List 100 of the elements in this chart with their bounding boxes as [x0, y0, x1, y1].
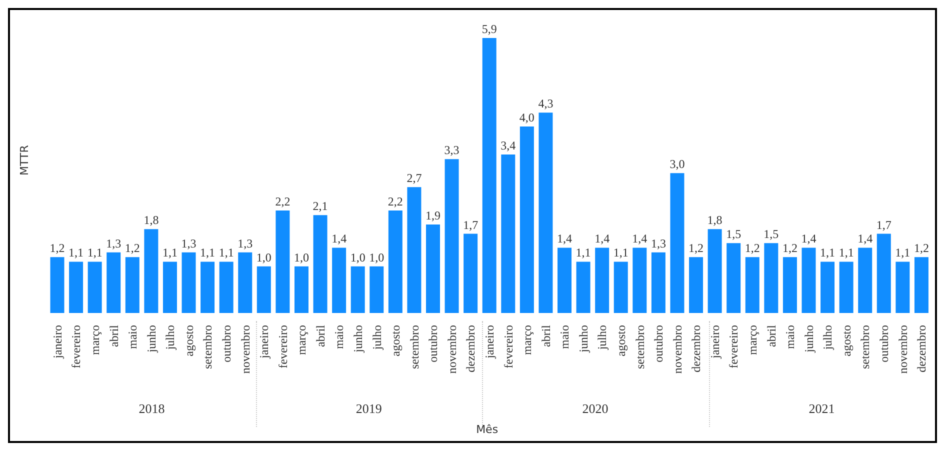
x-tick-label: fevereiro: [501, 325, 516, 368]
bar: [256, 266, 271, 313]
bar: [632, 248, 647, 313]
bar: [501, 154, 516, 313]
data-label: 1,1: [576, 246, 591, 260]
bar: [708, 229, 722, 313]
bar: [332, 248, 346, 313]
data-label: 3,0: [670, 157, 685, 172]
bar: [558, 248, 572, 313]
data-label: 3,3: [444, 143, 460, 158]
bar: [764, 243, 778, 313]
data-label: 2,2: [275, 194, 290, 208]
bar: [182, 252, 196, 313]
x-tick-label: março: [746, 325, 760, 355]
x-tick-label: julho: [370, 325, 384, 351]
bar: [726, 243, 741, 313]
text: 2018: [138, 401, 166, 417]
data-label: 2,2: [388, 194, 403, 208]
x-tick-label: abril: [764, 324, 778, 347]
x-tick-label: outubro: [652, 325, 666, 362]
x-tick-label: dezembro: [464, 325, 478, 372]
data-label: 1,0: [256, 250, 272, 264]
bar: [50, 257, 64, 313]
data-label: 1,2: [744, 241, 760, 256]
data-label: 1,8: [144, 213, 159, 228]
data-label: 1,4: [858, 232, 873, 246]
x-tick-label: janeiro: [482, 325, 496, 360]
data-label: 1,7: [463, 218, 478, 232]
data-label: 5,9: [482, 22, 497, 36]
x-tick-label: outubro: [877, 325, 892, 362]
bar: [914, 257, 928, 313]
x-tick-label: setembro: [858, 325, 872, 369]
bar: [313, 215, 328, 313]
text: 2019: [354, 401, 383, 417]
bar: [876, 234, 891, 313]
x-tick-label: janeiro: [708, 325, 722, 360]
data-label: 1,1: [162, 246, 178, 260]
data-label: 1,2: [124, 241, 140, 256]
data-label: 1,1: [838, 246, 854, 260]
bar: [125, 257, 140, 313]
data-label: 1,2: [688, 241, 704, 256]
bar: [482, 38, 496, 313]
data-label: 1,4: [632, 232, 648, 246]
data-label: 1,2: [914, 241, 929, 256]
bar: [294, 266, 308, 313]
data-label: 4,0: [519, 110, 534, 125]
data-label: 1,9: [426, 208, 440, 222]
x-tick-label: junho: [144, 325, 158, 354]
bar: [820, 262, 835, 313]
bar: [858, 248, 872, 313]
text: 2020: [581, 401, 610, 417]
bar: [745, 257, 760, 313]
bar: [69, 262, 84, 313]
x-axis-title: Mês: [476, 423, 498, 436]
data-label: 3,4: [500, 138, 516, 153]
data-label: 2,1: [312, 199, 328, 214]
bar: [538, 112, 553, 313]
data-label: 1,1: [68, 246, 84, 260]
data-label: 1,3: [238, 236, 253, 250]
x-tick-label: julho: [595, 325, 610, 351]
data-label: 1,0: [369, 250, 384, 264]
x-tick-label: julho: [163, 325, 178, 351]
x-tick-label: setembro: [632, 325, 647, 369]
x-tick-label: outubro: [219, 325, 234, 362]
x-tick-label: novembro: [896, 325, 910, 374]
bar: [651, 252, 666, 313]
x-tick-label: junho: [802, 325, 816, 354]
bar: [896, 262, 910, 313]
data-label: 1,1: [218, 246, 234, 260]
bar: [614, 262, 628, 313]
x-tick-label: junho: [350, 325, 365, 354]
data-label: 1,8: [707, 213, 722, 228]
x-tick-label: novembro: [670, 325, 684, 374]
x-tick-label: agosto: [388, 325, 403, 356]
x-tick-label: março: [88, 325, 102, 355]
bar: [388, 210, 402, 313]
data-label: 1,1: [895, 246, 910, 260]
x-tick-label: dezembro: [914, 325, 929, 372]
x-tick-label: novembro: [444, 325, 459, 374]
x-tick-label: abril: [538, 324, 553, 347]
bar: [689, 257, 704, 313]
bar: [464, 234, 478, 313]
bar: [276, 210, 290, 313]
x-tick-label: maio: [332, 325, 346, 349]
bar: [162, 262, 177, 313]
data-label: 1,4: [594, 232, 610, 246]
x-tick-label: fevereiro: [69, 325, 84, 368]
data-label: 1,5: [764, 227, 779, 242]
data-label: 1,4: [557, 232, 572, 246]
x-tick-label: julho: [820, 325, 835, 351]
data-label: 1,2: [50, 241, 65, 256]
x-tick-label: fevereiro: [276, 325, 290, 368]
bar: [219, 262, 234, 313]
bar: [782, 257, 797, 313]
x-tick-label: dezembro: [689, 325, 704, 372]
x-tick-label: maio: [126, 325, 140, 349]
bar: [802, 248, 816, 313]
data-label: 1,1: [200, 246, 216, 260]
data-label: 1,0: [350, 250, 366, 264]
x-tick-label: março: [294, 325, 309, 355]
